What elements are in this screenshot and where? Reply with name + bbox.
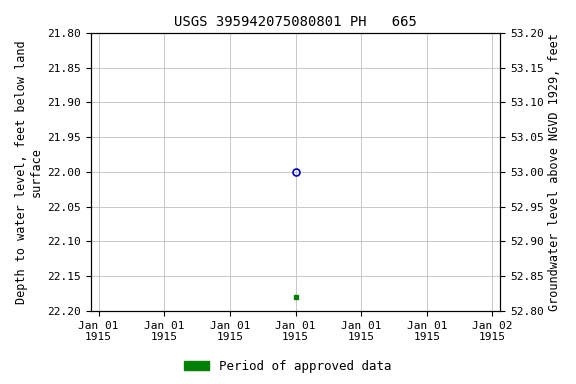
Title: USGS 395942075080801 PH   665: USGS 395942075080801 PH 665 xyxy=(174,15,417,29)
Y-axis label: Depth to water level, feet below land
surface: Depth to water level, feet below land su… xyxy=(15,40,43,304)
Legend: Period of approved data: Period of approved data xyxy=(179,355,397,378)
Y-axis label: Groundwater level above NGVD 1929, feet: Groundwater level above NGVD 1929, feet xyxy=(548,33,561,311)
